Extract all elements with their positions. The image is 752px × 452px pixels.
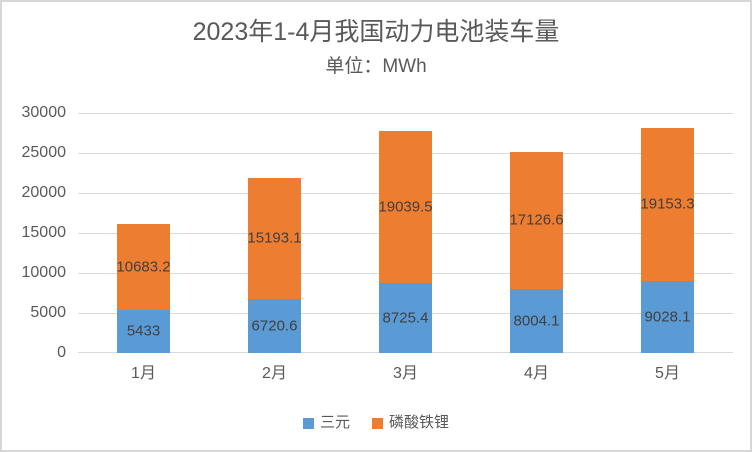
bar-segment-磷酸铁锂: 17126.6 (509, 151, 564, 289)
y-tick-label: 15000 (21, 224, 67, 241)
bar-segment-三元: 5433 (117, 309, 170, 353)
data-label: 9028.1 (644, 308, 691, 326)
x-tick-label: 4月 (524, 365, 549, 382)
y-tick-label: 30000 (21, 104, 67, 121)
bar-segment-磷酸铁锂: 10683.2 (116, 224, 171, 310)
x-tick-label: 2月 (262, 365, 287, 382)
x-tick-label: 1月 (131, 365, 156, 382)
bar-segment-磷酸铁锂: 15193.1 (247, 177, 302, 300)
bar-segment-三元: 9028.1 (641, 280, 694, 353)
data-label: 10683.2 (116, 258, 171, 276)
bar-segment-三元: 8725.4 (379, 283, 432, 353)
x-axis: 1月 2月 3月 4月 5月 (78, 363, 733, 387)
legend-item-三元: 三元 (302, 414, 350, 432)
legend-item-磷酸铁锂: 磷酸铁锂 (372, 414, 449, 432)
data-label: 17126.6 (509, 211, 564, 229)
y-tick-label: 0 (57, 344, 66, 361)
y-axis: 0 5000 10000 15000 20000 25000 30000 (2, 2, 67, 450)
y-tick-label: 10000 (21, 264, 67, 281)
legend-swatch-icon (302, 417, 314, 429)
bar-segment-三元: 6720.6 (248, 299, 301, 353)
legend-label: 磷酸铁锂 (389, 414, 450, 431)
legend: 三元 磷酸铁锂 (2, 411, 750, 435)
plot-area: 5433 10683.2 6720.6 15193.1 8725.4 19039.5 800… (78, 113, 733, 353)
y-tick-label: 25000 (21, 144, 67, 161)
gridline (78, 113, 733, 114)
data-label: 6720.6 (251, 317, 298, 335)
chart-subtitle: 单位：MWh (325, 56, 427, 77)
data-label: 15193.1 (247, 229, 302, 247)
x-tick-label: 3月 (393, 365, 418, 382)
data-label: 5433 (126, 322, 161, 340)
x-tick-label: 5月 (655, 365, 680, 382)
legend-swatch-icon (372, 417, 383, 429)
bar-segment-三元: 8004.1 (510, 288, 563, 353)
bar-segment-磷酸铁锂: 19039.5 (378, 130, 433, 284)
data-label: 19039.5 (378, 198, 433, 216)
chart-title: 2023年1-4月我国动力电池装车量 (192, 18, 560, 46)
bar-segment-磷酸铁锂: 19153.3 (640, 127, 695, 281)
y-tick-label: 5000 (30, 304, 66, 321)
data-label: 19153.3 (640, 195, 695, 213)
data-label: 8725.4 (382, 309, 429, 327)
data-label: 8004.1 (513, 312, 560, 330)
legend-label: 三元 (319, 414, 350, 431)
y-tick-label: 20000 (21, 184, 67, 201)
